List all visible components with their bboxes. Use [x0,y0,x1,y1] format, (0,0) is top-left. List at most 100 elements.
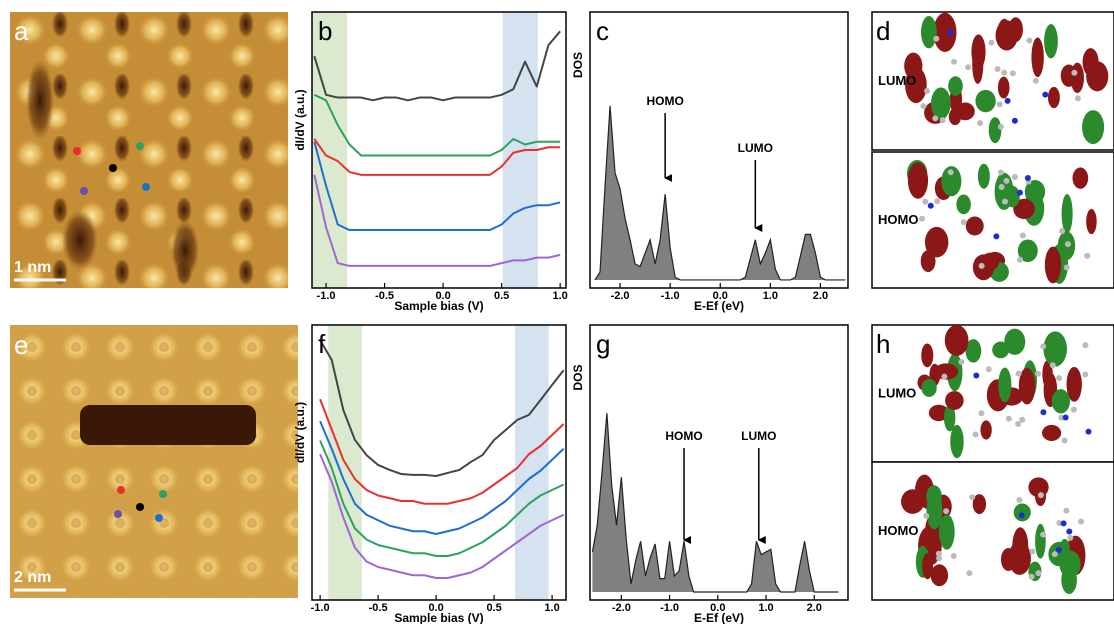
atom [1005,415,1012,422]
stm-image: 2 nm e [10,325,298,598]
panel-label: d [876,16,890,46]
x-tick-label: 0.0 [713,290,728,302]
x-axis-label: Sample bias (V) [394,611,483,624]
atom [977,120,984,127]
orbital-lobe [988,117,1002,144]
atom [951,58,958,65]
atom [1078,518,1085,525]
stm-dark [62,210,98,270]
orbital-lobe [924,226,949,258]
orbital-lobe [1072,167,1089,189]
atom [1040,343,1047,350]
atom [919,215,926,222]
panel-label: b [318,16,332,46]
annotation-text: HOMO [665,429,702,443]
atom [1040,409,1047,416]
atom [965,64,972,71]
orbital-label: HOMO [878,212,918,227]
atom [1060,520,1067,527]
atom [923,512,930,519]
plot-frame [311,11,567,289]
atom [1024,175,1031,182]
atom [1051,551,1058,558]
tip-dot [136,503,144,511]
orbital-lobe [1043,331,1067,367]
atom [947,29,954,36]
atom [1004,97,1011,104]
x-tick-label: 0.0 [435,290,450,302]
atom [993,233,1000,240]
tip-dot [114,510,122,518]
panel-label: h [876,329,890,359]
orbital-lobe [1035,523,1046,559]
orbital-lobe [944,324,969,356]
x-tick-label: -2.0 [612,602,631,614]
annotation-text: LUMO [738,141,773,155]
series-line [313,141,561,232]
x-tick-label: 1.0 [758,602,773,614]
x-tick-label: 0.0 [428,602,443,614]
tip-dot [142,183,150,191]
y-axis-label: DOS [571,364,585,390]
orbital-lobe [1017,239,1038,263]
atom [1042,91,1049,98]
atom [1016,496,1023,503]
atom [922,198,929,205]
series-line [319,453,565,579]
x-axis-label: E-Ef (eV) [694,299,744,313]
orbital-label: LUMO [878,73,916,88]
atom [1003,177,1010,184]
orbital-lobe [948,108,962,126]
scale-label: 2 nm [14,569,51,586]
atom [932,115,939,122]
x-tick-label: -1.0 [661,290,680,302]
atom [927,202,934,209]
atom [1070,406,1077,413]
series-line [313,138,561,176]
atom [933,35,940,42]
series-line [313,30,561,102]
orbital-lobe [901,489,925,514]
atom [994,65,1001,72]
orbital-lobe [1012,527,1029,566]
annotation-text: HOMO [646,94,683,108]
tip-dot [73,147,81,155]
atom [947,169,954,176]
atom [1062,414,1069,421]
atom [1055,546,1062,553]
atom [960,219,967,226]
atom [1002,198,1009,205]
atom [1001,69,1008,76]
atom [1085,428,1092,435]
atom [1015,421,1022,428]
orbital-lobe [1004,328,1026,355]
atom [1074,95,1081,102]
stm-texture [10,12,288,288]
atom [941,373,948,380]
series-line [319,398,565,505]
x-axis-label: Sample bias (V) [394,299,483,313]
orbital-lobe [1024,180,1046,204]
orbital-lobe [1060,64,1077,87]
orbital-lobe [1000,547,1016,571]
orbital-lobe [930,87,951,120]
x-tick-label: -1.0 [660,602,679,614]
atom [972,431,979,438]
atom [969,494,976,501]
atom [1066,528,1073,535]
atom [997,123,1004,130]
atom [1035,570,1042,577]
orbital-lobe [998,367,1012,403]
orbital-lobe [997,76,1010,99]
orbital-lobe [934,363,959,380]
atom [1037,492,1044,499]
orbital-lobe [1086,61,1109,92]
orbital-lobe [1059,538,1070,560]
atom [978,262,985,269]
area-line [591,413,839,593]
orbital-lobe [921,378,937,397]
atom [1056,375,1063,382]
orbital-lobe [1031,37,1044,78]
panel-label: g [596,329,610,359]
atom [1063,264,1070,271]
